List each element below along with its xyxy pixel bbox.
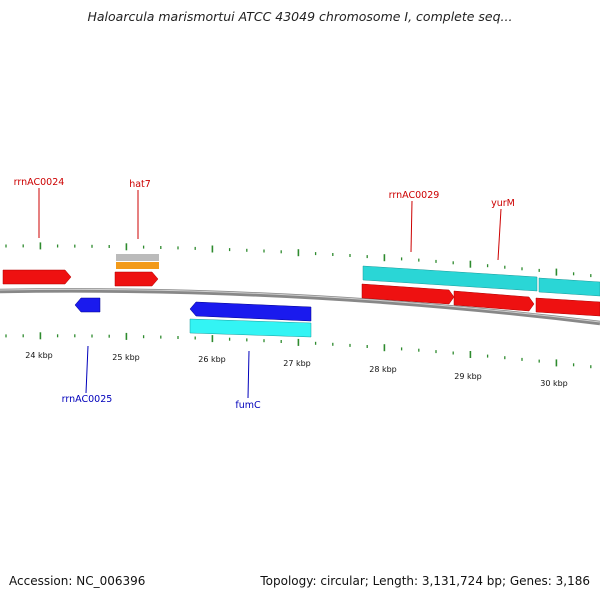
gene-arrow-cyan-right[interactable] (538, 277, 600, 297)
gene-label-rrnAC0029: rrnAC0029 (389, 190, 440, 201)
scale-label-25kbp: 25 kbp (112, 353, 140, 362)
tick-marks-bottom (5, 332, 592, 369)
accession-info: Accession: NC_006396 (9, 574, 146, 588)
gene-arrow-fumC[interactable] (189, 301, 312, 322)
tick-marks-top (5, 242, 592, 278)
leader-line-yurM (497, 208, 502, 261)
chromosome-backbone (0, 288, 600, 326)
leader-line-rrnAC0025 (85, 345, 89, 394)
chromosome-backbone-highlight (0, 288, 600, 323)
gene-arrow-yurM[interactable] (453, 290, 535, 312)
gene-label-fumC: fumC (235, 400, 261, 411)
gene-arrow-hat7[interactable] (114, 271, 159, 287)
gene-label-yurM: yurM (491, 198, 515, 209)
leader-line-fumC (247, 350, 250, 399)
gene-arrow-red-3[interactable] (535, 297, 600, 317)
gene-arrow-rrnAC0025[interactable] (74, 297, 101, 313)
gene-arrow-red-1[interactable] (361, 283, 455, 305)
map-title: Haloarcula marismortui ATCC 43049 chromo… (87, 9, 513, 24)
scale-label-28kbp: 28 kbp (369, 365, 397, 374)
scale-label-29kbp: 29 kbp (454, 372, 482, 381)
scale-label-27kbp: 27 kbp (283, 359, 311, 368)
gene-label-rrnAC0024: rrnAC0024 (14, 177, 65, 188)
gene-box-cyan-lower[interactable] (189, 318, 312, 338)
scale-label-26kbp: 26 kbp (198, 355, 226, 364)
scale-label-24kbp: 24 kbp (25, 351, 53, 360)
scale-label-30kbp: 30 kbp (540, 379, 568, 388)
topology-info: Topology: circular; Length: 3,131,724 bp… (260, 574, 590, 588)
gene-label-rrnAC0025: rrnAC0025 (62, 394, 113, 405)
gene-arrow-rrnAC0029[interactable] (362, 265, 538, 292)
gene-label-hat7: hat7 (129, 179, 151, 190)
leader-line-rrnAC0029 (410, 200, 413, 253)
gene-box-hat7-orange[interactable] (116, 262, 159, 269)
gene-arrow-rrnAC0024[interactable] (2, 269, 72, 285)
gene-box-hat7-gray[interactable] (116, 254, 159, 261)
